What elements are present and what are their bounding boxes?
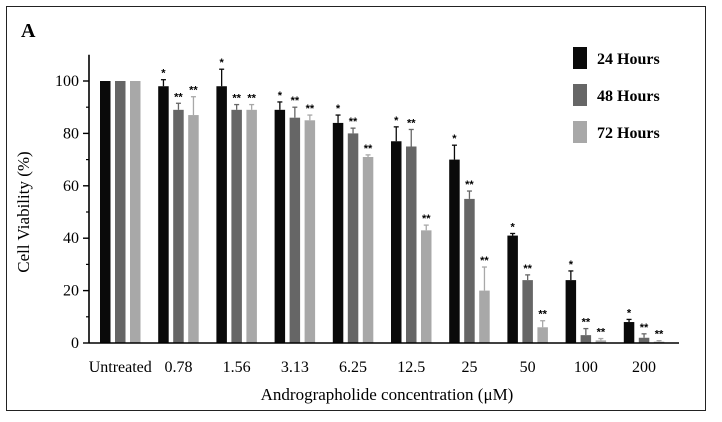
significance-mark-1-2: * [220,57,225,69]
bar-1-3 [274,109,286,343]
significance-mark-2-3: ** [291,95,300,107]
significance-mark-3-3: ** [306,103,315,115]
x-tick-label-2: 1.56 [223,359,251,376]
bar-2-3 [289,117,301,344]
bar-1-4 [332,122,344,343]
y-tick-label-4: 80 [63,125,79,142]
significance-mark-1-1: * [161,68,166,80]
y-axis-label: Cell Viability (%) [14,151,33,272]
bar-3-3 [304,120,316,343]
significance-mark-2-8: ** [582,317,591,329]
bar-3-8 [595,340,607,343]
significance-mark-3-7: ** [538,309,547,321]
significance-mark-3-2: ** [247,93,256,105]
bar-3-7 [537,327,548,343]
y-tick-label-3: 60 [63,178,79,195]
bar-1-0 [100,81,111,343]
significance-mark-1-9: * [627,307,632,319]
bar-1-6 [449,159,460,343]
legend-label-1: 24 Hours [597,51,660,68]
significance-mark-2-2: ** [232,93,241,105]
significance-mark-3-4: ** [364,143,373,155]
significance-mark-2-7: ** [523,263,532,275]
bar-2-7 [522,280,533,343]
bar-2-5 [406,146,417,343]
bar-2-6 [464,198,475,343]
bar-1-9 [623,322,635,343]
bar-2-0 [115,81,126,343]
bar-1-1 [158,86,169,344]
bar-1-8 [565,280,577,343]
y-tick-label-5: 100 [55,73,79,90]
axes-layer: Untreated 0.78 1.56 3.13 6.25 12.5 25 50 100 200 0… [55,54,679,376]
significance-mark-2-4: ** [349,116,358,128]
x-tick-label-0: Untreated [89,359,152,376]
x-tick-label-9: 200 [632,359,656,376]
y-tick-label-0: 0 [71,335,79,352]
x-axis-label: Andrographolide concentration (μM) [261,385,514,404]
significance-mark-1-7: * [511,221,516,233]
significance-mark-1-3: * [278,90,283,102]
y-tick-label-2: 40 [63,230,79,247]
bar-1-2 [216,86,227,344]
x-tick-label-7: 50 [520,359,536,376]
significance-mark-3-1: ** [189,85,198,97]
significance-mark-2-5: ** [407,117,416,129]
bar-3-4 [362,156,374,343]
significance-mark-3-5: ** [422,213,431,225]
bar-3-0 [130,81,141,343]
significance-mark-3-6: ** [480,255,489,267]
bar-3-2 [246,109,257,343]
significance-mark-2-1: ** [174,91,183,103]
legend-label-3: 72 Hours [597,125,660,142]
panel-label: A [21,20,36,42]
bar-2-2 [231,109,242,343]
significance-mark-2-9: ** [640,322,649,334]
significance-mark-2-6: ** [465,179,474,191]
significance-mark-1-8: * [569,259,574,271]
legend-swatch-2 [573,84,587,106]
legend-swatch-1 [573,47,587,69]
legend-label-2: 48 Hours [597,88,660,105]
bar-2-9 [638,337,650,343]
figure-frame: A * ** ** * ** ** * ** ** * ** ** * ** ** * ** ** * ** ** * **… [6,6,706,411]
significance-mark-1-6: * [452,133,457,145]
bar-2-8 [580,335,592,343]
y-tick-label-1: 20 [63,283,79,300]
significance-mark-3-9: ** [655,329,664,341]
bars-layer: ******** ** * **** ****** *******************… [100,57,665,344]
bar-chart: A ******** ** * **** ****** *****************… [14,20,679,404]
bar-1-5 [391,141,402,343]
legend: 24 Hours 48 Hours 72 Hours [573,47,660,143]
x-tick-label-1: 0.78 [164,359,192,376]
bar-3-1 [188,115,199,343]
bar-2-1 [173,109,184,343]
bar-2-4 [347,133,359,343]
x-tick-label-6: 25 [461,359,477,376]
legend-swatch-3 [573,121,587,143]
x-tick-label-3: 3.13 [281,359,309,376]
bar-3-6 [479,290,490,343]
x-tick-label-5: 12.5 [397,359,425,376]
bar-3-5 [421,230,432,343]
significance-mark-3-8: ** [597,327,606,339]
x-tick-label-4: 6.25 [339,359,367,376]
x-tick-label-8: 100 [574,359,598,376]
significance-mark-1-5: * [394,115,399,127]
significance-mark-1-4: * [336,103,341,115]
bar-1-7 [507,235,518,343]
